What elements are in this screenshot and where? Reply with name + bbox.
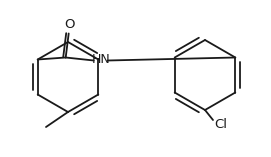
Text: O: O xyxy=(64,18,75,31)
Text: Cl: Cl xyxy=(215,119,227,132)
Text: HN: HN xyxy=(91,53,110,66)
